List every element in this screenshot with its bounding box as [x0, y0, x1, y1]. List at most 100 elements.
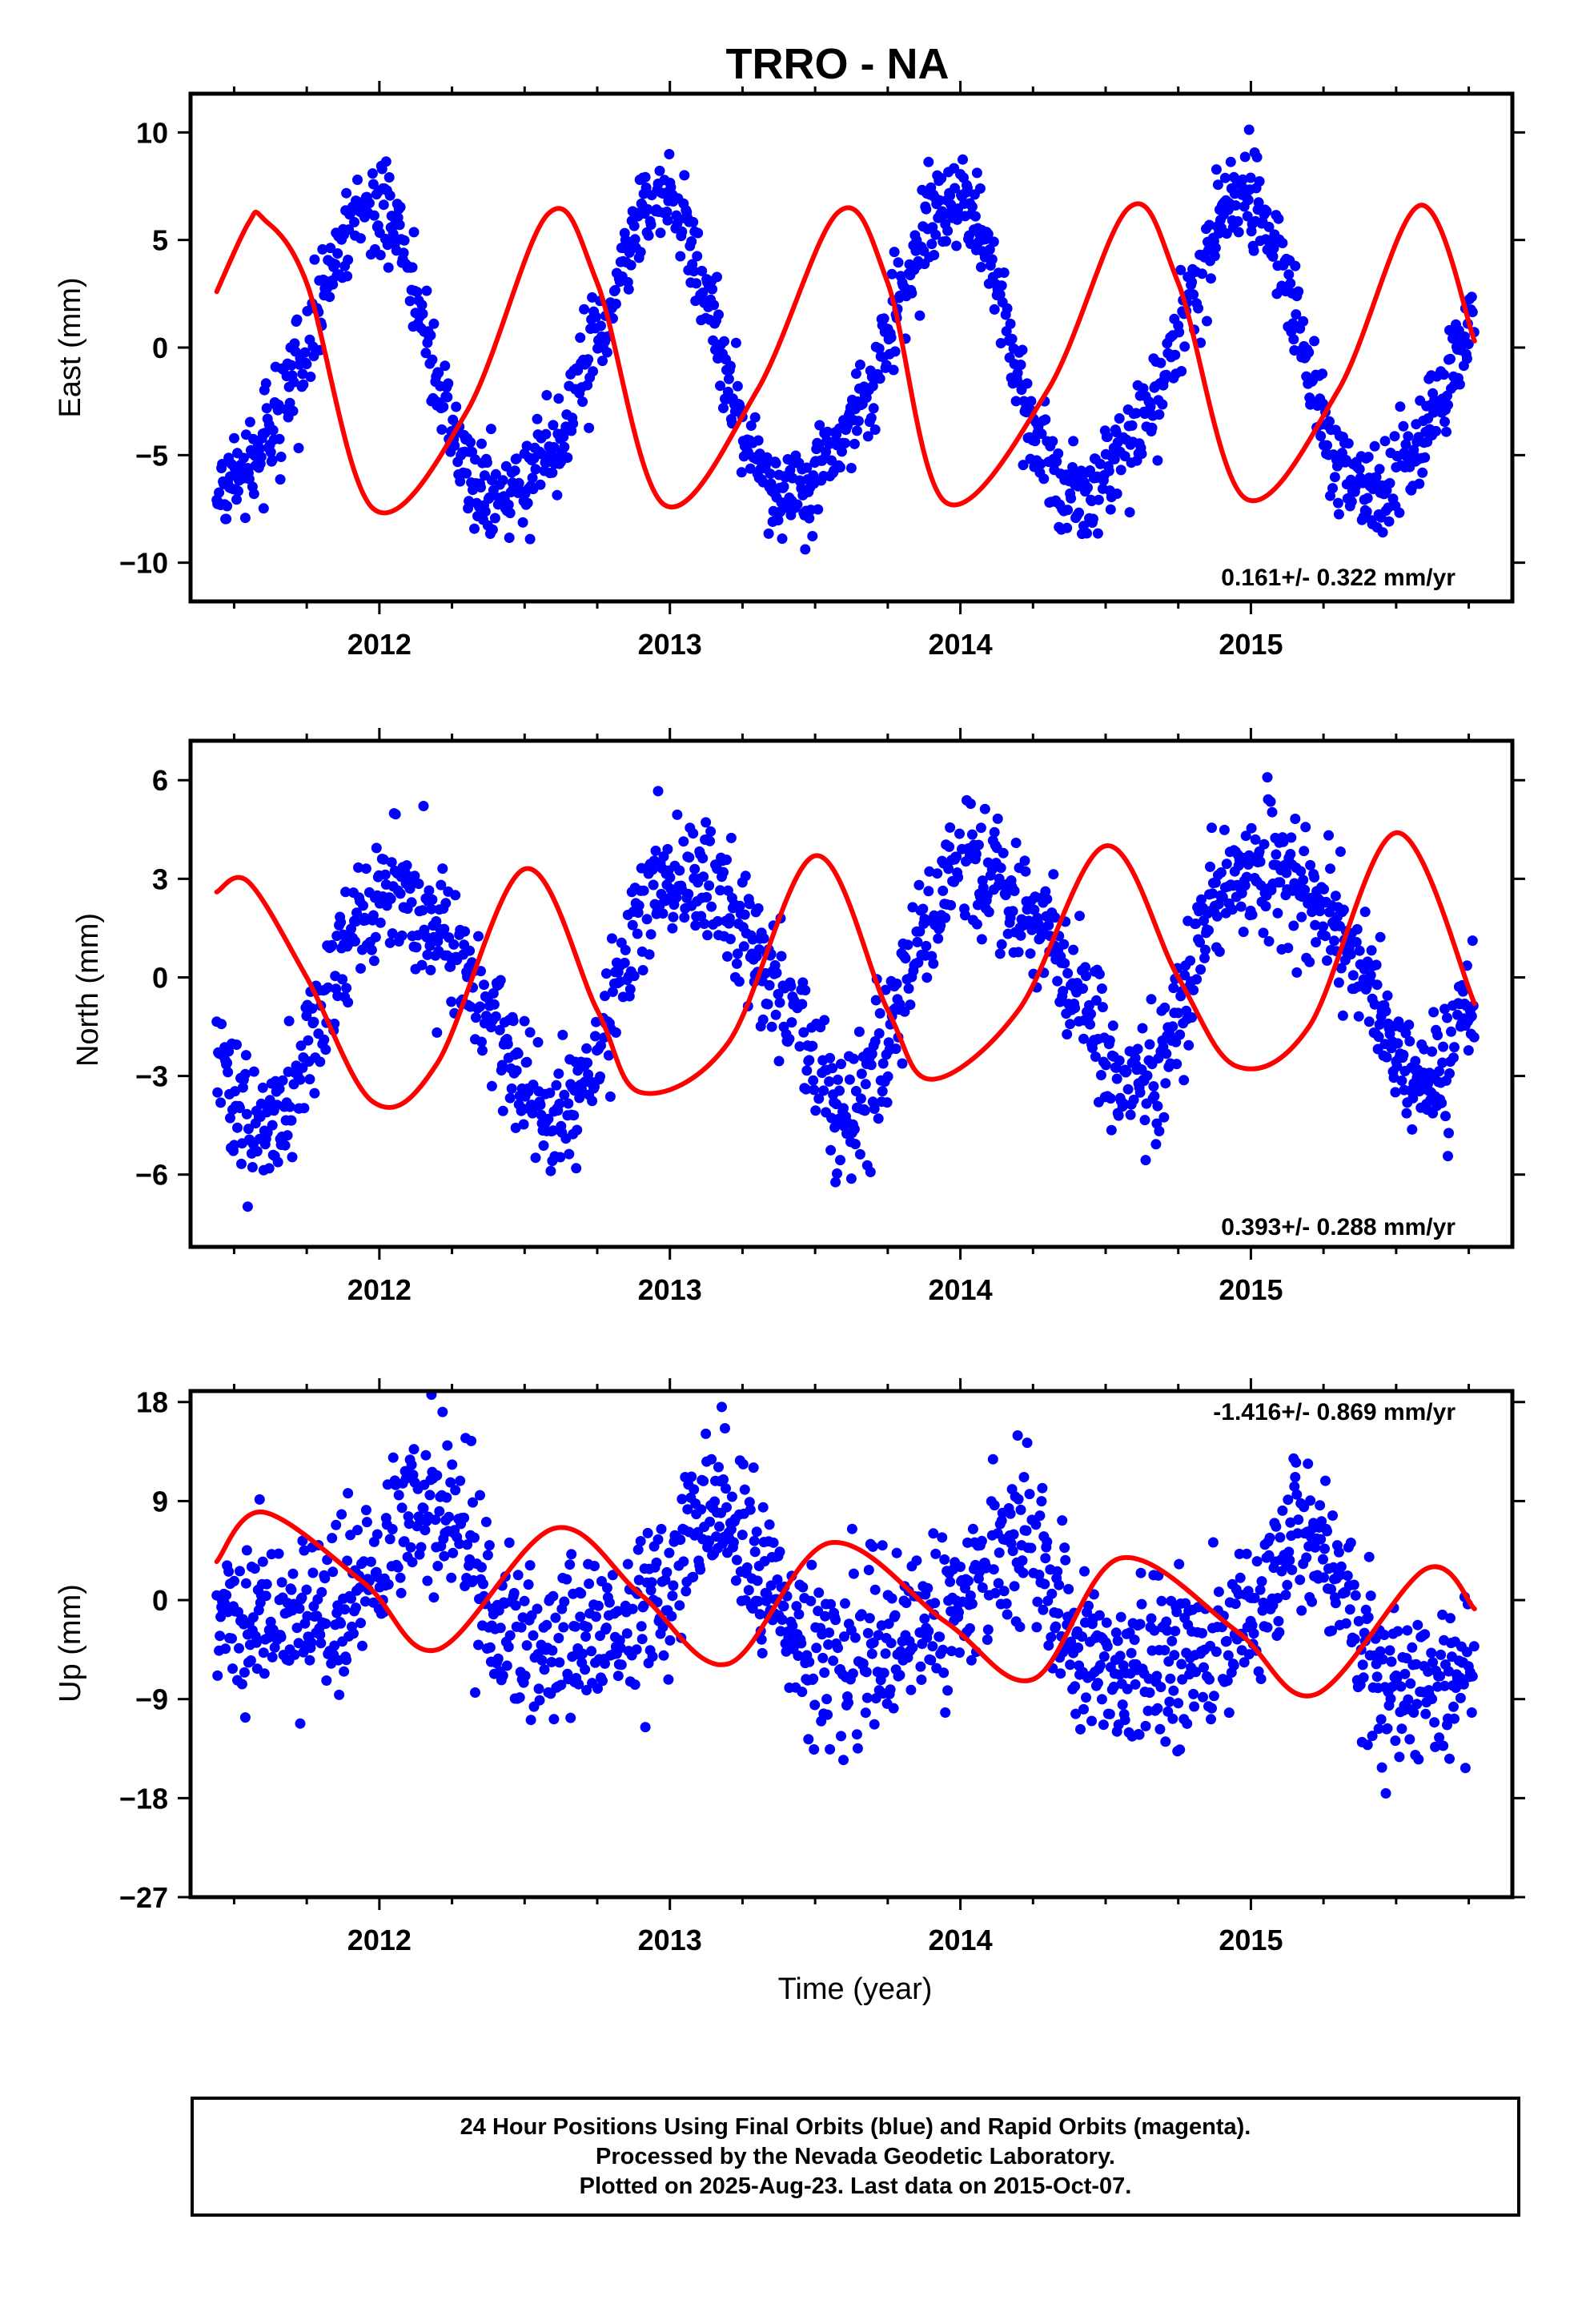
- data-point: [294, 1603, 305, 1614]
- data-point: [352, 175, 363, 185]
- data-point: [1026, 396, 1037, 407]
- data-point: [476, 1562, 487, 1573]
- data-point: [480, 506, 491, 517]
- data-point: [689, 266, 700, 277]
- data-point: [589, 1561, 600, 1571]
- data-point: [406, 1459, 417, 1470]
- data-point: [379, 869, 391, 880]
- data-point: [1174, 1029, 1186, 1040]
- data-point: [752, 1575, 763, 1586]
- data-point: [1392, 1038, 1403, 1049]
- data-point: [222, 1057, 233, 1068]
- data-point: [901, 1598, 912, 1608]
- data-point: [584, 422, 595, 433]
- data-point: [911, 1555, 922, 1566]
- data-point: [1253, 197, 1264, 208]
- data-point: [1005, 1508, 1016, 1519]
- data-point: [607, 987, 618, 997]
- data-point: [835, 1155, 845, 1166]
- data-point: [1197, 1627, 1207, 1638]
- data-point: [1400, 439, 1411, 450]
- data-point: [215, 1097, 227, 1108]
- data-point: [276, 1577, 287, 1588]
- data-point: [1283, 269, 1295, 280]
- data-point: [1046, 1588, 1058, 1599]
- data-point: [1152, 1703, 1163, 1714]
- data-point: [965, 798, 976, 810]
- data-point: [723, 373, 734, 384]
- data-point: [342, 1555, 353, 1566]
- data-point: [825, 1743, 836, 1755]
- data-point: [640, 1722, 651, 1733]
- data-point: [502, 1039, 513, 1050]
- data-point: [1315, 1500, 1326, 1511]
- data-point: [1369, 999, 1380, 1010]
- data-point: [762, 999, 773, 1010]
- data-point: [978, 882, 989, 893]
- data-point: [1125, 1109, 1136, 1120]
- data-point: [1417, 467, 1428, 478]
- data-point: [912, 936, 923, 947]
- data-point: [865, 412, 877, 424]
- data-point: [1446, 1026, 1456, 1037]
- data-point: [257, 1556, 268, 1567]
- data-point: [225, 471, 235, 482]
- data-point: [366, 944, 377, 955]
- data-point: [786, 1017, 797, 1028]
- data-point: [923, 886, 934, 897]
- data-point: [998, 847, 1009, 858]
- data-point: [689, 863, 701, 875]
- data-point: [536, 1655, 548, 1666]
- data-point: [233, 485, 243, 497]
- data-point: [1316, 1516, 1327, 1527]
- data-point: [600, 968, 612, 979]
- data-point: [1050, 1621, 1062, 1632]
- data-point: [1221, 1635, 1232, 1647]
- data-point: [837, 446, 847, 457]
- data-point: [544, 1088, 556, 1099]
- data-point: [936, 173, 947, 184]
- data-point: [1221, 858, 1232, 870]
- data-point: [1048, 869, 1059, 880]
- data-point: [378, 854, 389, 865]
- data-point: [1161, 1048, 1172, 1059]
- data-point: [1238, 927, 1249, 938]
- data-point: [236, 1679, 247, 1690]
- data-point: [607, 1570, 618, 1581]
- data-point: [1219, 172, 1231, 183]
- data-point: [1096, 983, 1107, 994]
- data-point: [535, 479, 546, 490]
- data-point: [1337, 1010, 1348, 1021]
- data-point: [625, 259, 636, 271]
- data-point: [1413, 1754, 1424, 1765]
- data-point: [1254, 176, 1265, 187]
- data-point: [306, 1637, 317, 1648]
- data-point: [234, 1642, 244, 1654]
- data-point: [509, 465, 520, 476]
- data-point: [1320, 931, 1331, 942]
- data-point: [726, 1491, 737, 1502]
- data-point: [1298, 316, 1309, 327]
- data-point: [1362, 493, 1373, 504]
- data-point: [351, 1602, 361, 1614]
- data-point: [869, 424, 881, 435]
- data-point: [538, 1140, 549, 1151]
- data-point: [1186, 276, 1198, 287]
- data-point: [847, 1668, 858, 1679]
- data-point: [679, 170, 690, 181]
- data-point: [319, 1034, 330, 1045]
- data-point: [327, 1566, 339, 1578]
- data-point: [851, 1729, 862, 1740]
- data-point: [604, 1597, 615, 1608]
- data-point: [1407, 1092, 1419, 1104]
- data-point: [365, 1556, 376, 1567]
- data-point: [259, 428, 271, 438]
- data-point: [1427, 1694, 1438, 1704]
- data-point: [1258, 1597, 1269, 1608]
- data-point: [1387, 1681, 1398, 1692]
- data-point: [1059, 1542, 1070, 1554]
- data-point: [955, 1562, 966, 1572]
- data-point: [916, 1675, 927, 1685]
- data-point: [1154, 409, 1165, 420]
- data-point: [1277, 1505, 1288, 1516]
